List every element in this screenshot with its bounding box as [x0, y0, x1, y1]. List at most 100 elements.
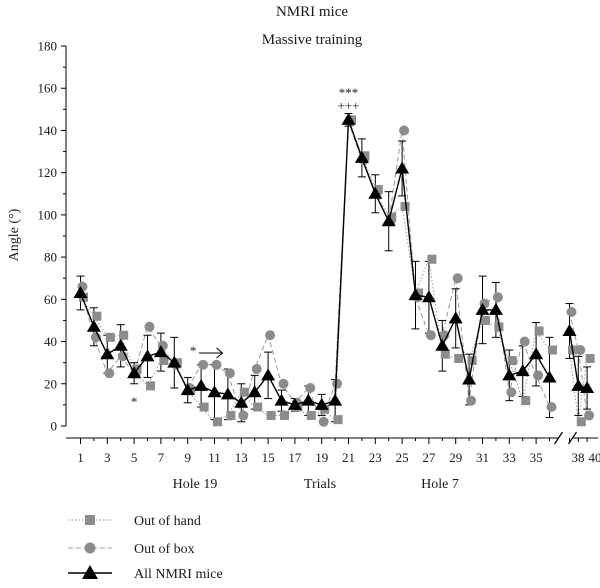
chart-subtitle: Massive training	[262, 32, 363, 48]
data-point-out-of-hand	[146, 381, 155, 390]
data-point-out-of-box	[547, 402, 557, 412]
x-tick-label: 23	[369, 450, 382, 465]
y-tick-label: 40	[44, 334, 57, 349]
data-point-out-of-box	[453, 273, 463, 283]
data-point-out-of-hand	[548, 346, 557, 355]
data-point-out-of-box	[332, 379, 342, 389]
data-point-out-of-box	[506, 387, 516, 397]
data-point-out-of-hand	[92, 312, 101, 321]
data-point-out-of-hand	[200, 403, 209, 412]
data-point-out-of-box	[399, 125, 409, 135]
data-point-all-nmri	[489, 303, 503, 315]
data-point-out-of-box	[212, 360, 222, 370]
x-tick-label: 17	[288, 450, 302, 465]
data-point-out-of-hand	[280, 411, 289, 420]
data-point-out-of-hand	[427, 255, 436, 264]
legend-label-out-of-box: Out of box	[134, 542, 195, 557]
data-point-out-of-hand	[508, 356, 517, 365]
y-tick-label: 100	[38, 207, 58, 222]
data-point-out-of-hand	[454, 354, 463, 363]
y-tick-label: 120	[38, 165, 58, 180]
data-point-out-of-box	[426, 330, 436, 340]
x-tick-label: 38	[572, 450, 585, 465]
data-point-out-of-hand	[307, 411, 316, 420]
data-point-all-nmri	[395, 161, 409, 173]
x-group-label: Trials	[304, 477, 336, 492]
y-tick-label: 180	[38, 39, 58, 54]
legend: Out of hand Out of box All NMRI mice	[68, 514, 223, 582]
series-line-out-of-hand	[81, 120, 550, 422]
x-tick-label: 3	[104, 450, 111, 465]
y-tick-label: 0	[51, 419, 58, 434]
data-point-out-of-hand	[119, 331, 128, 340]
data-point-all-nmri	[114, 339, 128, 351]
data-point-out-of-box	[584, 410, 594, 420]
x-tick-label: 5	[131, 450, 138, 465]
data-point-out-of-hand	[240, 388, 249, 397]
legend-marker-out-of-box	[85, 543, 96, 554]
data-point-out-of-box	[466, 396, 476, 406]
data-point-all-nmri	[435, 339, 449, 351]
data-point-out-of-hand	[253, 403, 262, 412]
data-point-out-of-box	[198, 360, 208, 370]
x-tick-label: 25	[396, 450, 409, 465]
x-group-label: Hole 19	[173, 477, 218, 492]
data-point-all-nmri	[261, 368, 275, 380]
data-point-out-of-box	[567, 307, 577, 317]
data-point-all-nmri	[563, 324, 577, 336]
y-tick-label: 20	[44, 376, 57, 391]
x-tick-label: 40	[589, 450, 600, 465]
series-line-out-of-box	[81, 122, 550, 422]
data-point-all-nmri	[543, 370, 557, 382]
data-point-all-nmri	[194, 379, 208, 391]
legend-marker-out-of-hand	[85, 515, 95, 525]
data-point-out-of-box	[265, 330, 275, 340]
data-point-out-of-box	[319, 417, 329, 427]
data-point-out-of-box	[305, 383, 315, 393]
x-tick-label: 7	[158, 450, 165, 465]
annotation: *	[190, 343, 197, 358]
data-point-all-nmri	[234, 396, 248, 408]
data-point-out-of-box	[145, 322, 155, 332]
data-point-out-of-hand	[535, 327, 544, 336]
x-tick-label: 27	[422, 450, 436, 465]
x-tick-label: 1	[77, 450, 84, 465]
data-point-out-of-box	[104, 368, 114, 378]
legend-label-out-of-hand: Out of hand	[134, 514, 201, 529]
plot-area	[74, 113, 595, 427]
data-point-all-nmri	[449, 311, 463, 323]
x-tick-label: 29	[449, 450, 462, 465]
x-tick-label: 21	[342, 450, 355, 465]
data-point-out-of-box	[533, 370, 543, 380]
data-point-all-nmri	[100, 347, 114, 359]
data-point-out-of-hand	[441, 350, 450, 359]
y-tick-label: 160	[38, 81, 58, 96]
legend-label-all-nmri: All NMRI mice	[134, 567, 223, 582]
chart-title: NMRI mice	[276, 4, 348, 20]
data-point-all-nmri	[87, 320, 101, 332]
x-tick-label: 9	[184, 450, 191, 465]
data-point-out-of-hand	[334, 415, 343, 424]
data-point-out-of-hand	[577, 417, 586, 426]
data-point-all-nmri	[328, 394, 342, 406]
data-point-all-nmri	[462, 373, 476, 385]
y-axis-label: Angle (°)	[7, 208, 22, 261]
annotation: +++	[338, 98, 360, 113]
series-line-all-nmri	[81, 120, 550, 405]
x-tick-label: 19	[315, 450, 328, 465]
y-tick-label: 140	[38, 123, 58, 138]
x-tick-label: 13	[235, 450, 248, 465]
data-point-out-of-box	[225, 368, 235, 378]
data-point-out-of-hand	[106, 333, 115, 342]
data-point-out-of-hand	[267, 411, 276, 420]
data-point-out-of-box	[238, 410, 248, 420]
data-point-out-of-hand	[213, 417, 222, 426]
data-point-out-of-hand	[226, 411, 235, 420]
legend-marker-all-nmri	[82, 565, 98, 579]
y-tick-label: 60	[44, 292, 57, 307]
x-tick-label: 15	[262, 450, 275, 465]
x-tick-label: 31	[476, 450, 489, 465]
